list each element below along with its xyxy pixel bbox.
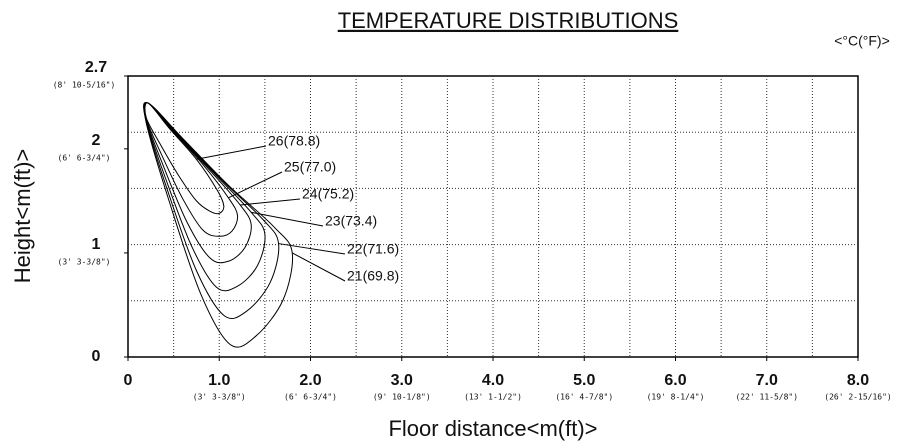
x-tick-sublabel: (26' 2-15/16") (824, 393, 891, 402)
x-tick-sublabel: (16' 4-7/8") (555, 393, 613, 402)
unit-label: <°C(°F)> (834, 33, 890, 49)
contour-label: 23(73.4) (325, 213, 377, 229)
contour-line (144, 102, 225, 215)
leader-line (292, 252, 346, 282)
x-tick-label: 7.0 (756, 372, 778, 389)
x-tick-label: 4.0 (482, 372, 504, 389)
y-tick-sublabel: (8' 10-5/16") (53, 81, 116, 90)
leader-line (240, 198, 301, 206)
leader-line (278, 243, 346, 255)
x-tick-sublabel: (19' 8-1/4") (647, 393, 705, 402)
x-tick-label: 6.0 (664, 372, 686, 389)
x-axis-title: Floor distance<m(ft)> (388, 416, 597, 441)
contour-line (143, 102, 252, 264)
x-tick-label: 8.0 (847, 372, 869, 389)
contour-label: 24(75.2) (302, 186, 354, 202)
y-tick-label: 1 (92, 236, 101, 253)
y-axis-title: Height<m(ft)> (10, 149, 35, 284)
x-tick-label: 5.0 (573, 372, 595, 389)
x-tick-sublabel: (3' 3-3/8") (193, 393, 246, 402)
y-tick-label: 0 (92, 348, 101, 365)
x-tick-sublabel: (22' 11-5/8") (735, 393, 798, 402)
x-tick-label: 2.0 (299, 372, 321, 389)
chart-title: TEMPERATURE DISTRIBUTIONS (338, 8, 679, 33)
leader-line (196, 145, 267, 160)
contour-line (143, 102, 294, 348)
x-tick-sublabel: (9' 10-1/8") (373, 393, 431, 402)
contour-label: 21(69.8) (347, 268, 399, 284)
y-tick-sublabel: (6' 6-3/4") (58, 153, 111, 162)
x-tick-sublabel: (13' 1-1/2") (464, 393, 522, 402)
x-tick-label: 1.0 (208, 372, 230, 389)
contour-label: 22(71.6) (347, 241, 399, 257)
y-tick-label: 2.7 (85, 59, 107, 76)
y-tick-label: 2 (92, 132, 101, 149)
leader-line (251, 211, 324, 227)
x-tick-label: 3.0 (391, 372, 413, 389)
contour-line (143, 102, 280, 319)
y-tick-sublabel: (3' 3-3/8") (58, 257, 111, 266)
contour-label: 26(78.8) (268, 133, 320, 149)
contour-line (143, 102, 266, 292)
contour-line (144, 102, 239, 237)
x-tick-label: 0 (124, 372, 133, 389)
x-tick-sublabel: (6' 6-3/4") (284, 393, 337, 402)
contour-label: 25(77.0) (284, 159, 336, 175)
